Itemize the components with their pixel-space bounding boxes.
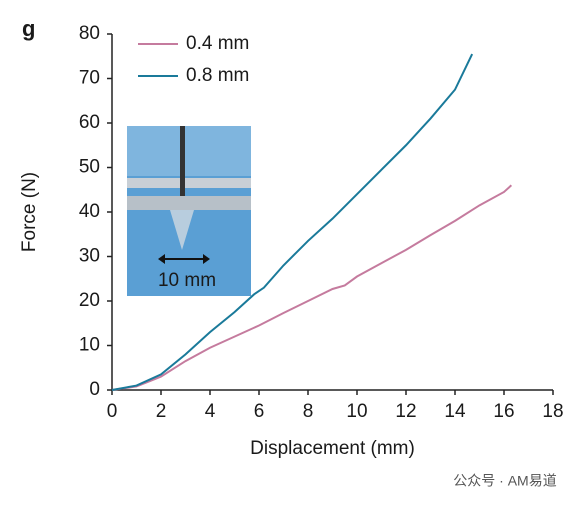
y-tick-label: 0 [89, 379, 100, 400]
x-axis-label: Displacement (mm) [250, 438, 415, 459]
x-tick-label: 4 [205, 401, 216, 422]
x-tick-label: 18 [542, 401, 563, 422]
x-tick-label: 2 [156, 401, 167, 422]
data-line [111, 184, 513, 391]
inset-photo [127, 126, 251, 296]
legend-label: 0.4 mm [186, 33, 249, 54]
data-line [111, 53, 474, 391]
panel-label: g [22, 16, 35, 41]
x-tick-label: 16 [493, 401, 514, 422]
y-tick-label: 20 [79, 290, 100, 311]
inset-label: 10 mm [158, 270, 216, 291]
x-tick-label: 10 [346, 401, 367, 422]
y-tick-label: 70 [79, 68, 100, 89]
watermark: 公众号 · AM易道 [453, 473, 556, 489]
y-tick-label: 30 [79, 246, 100, 267]
x-tick-label: 0 [107, 401, 118, 422]
x-tick-label: 8 [303, 401, 314, 422]
x-tick-label: 12 [395, 401, 416, 422]
x-tick-label: 14 [444, 401, 466, 422]
x-tick-label: 6 [254, 401, 265, 422]
y-tick-label: 40 [79, 201, 100, 222]
y-tick-label: 50 [79, 157, 100, 178]
y-tick-label: 10 [79, 335, 100, 356]
y-axis-label: Force (N) [19, 172, 40, 252]
legend-label: 0.8 mm [186, 65, 249, 86]
y-tick-label: 60 [79, 112, 100, 133]
y-tick-label: 80 [79, 23, 100, 44]
